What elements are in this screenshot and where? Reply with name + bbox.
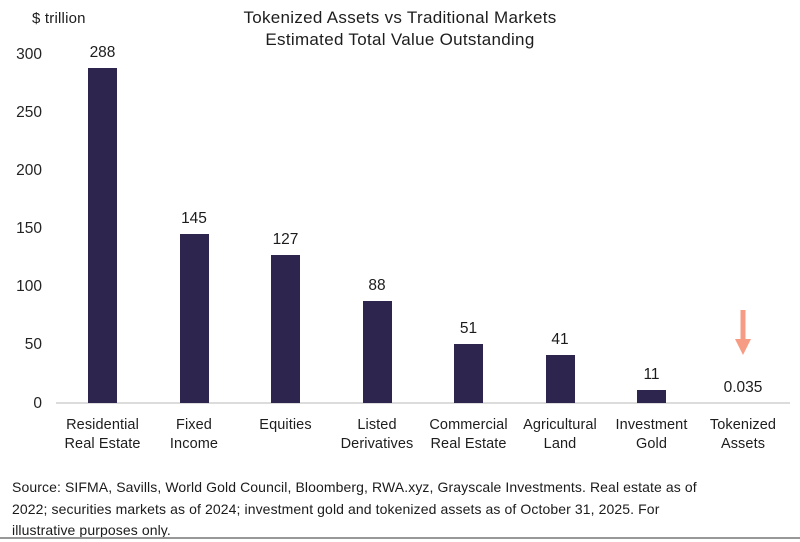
x-axis-category-label: Listed Derivatives bbox=[340, 417, 414, 452]
x-axis-category-label: Residential Real Estate bbox=[64, 417, 141, 452]
bar-value-label: 0.035 bbox=[723, 378, 763, 396]
y-axis-tick-label: 250 bbox=[16, 103, 42, 121]
source-note-line1: Source: SIFMA, Savills, World Gold Counc… bbox=[12, 479, 697, 495]
bar-value-label: 88 bbox=[368, 276, 386, 294]
bar bbox=[454, 343, 483, 403]
x-axis-category-label: Investment Gold bbox=[615, 417, 688, 452]
y-axis-tick-label: 0 bbox=[33, 394, 42, 412]
x-axis-category-label: Agricultural Land bbox=[523, 417, 597, 452]
x-axis-line bbox=[56, 402, 790, 404]
chart-title-block: Tokenized Assets vs Traditional Markets … bbox=[0, 7, 800, 51]
x-axis-category-label: Tokenized Assets bbox=[709, 417, 777, 452]
source-note-line3: illustrative purposes only. bbox=[12, 522, 171, 538]
y-axis-tick-label: 300 bbox=[16, 45, 42, 63]
bar-value-label: 145 bbox=[181, 210, 207, 228]
bottom-divider bbox=[0, 537, 800, 539]
x-axis-category-label: Fixed Income bbox=[169, 417, 219, 452]
y-axis-tick-label: 200 bbox=[16, 161, 42, 179]
source-note: Source: SIFMA, Savills, World Gold Counc… bbox=[12, 477, 697, 542]
bar bbox=[545, 355, 575, 403]
bar-value-label: 288 bbox=[89, 44, 116, 62]
bar bbox=[179, 234, 209, 403]
bar-value-label: 51 bbox=[459, 319, 478, 337]
bar-value-label: 41 bbox=[551, 331, 569, 349]
source-note-line2: 2022; securities markets as of 2024; inv… bbox=[12, 500, 660, 517]
bar bbox=[362, 300, 392, 403]
bar-value-label: 11 bbox=[643, 366, 660, 384]
bar bbox=[271, 255, 300, 403]
y-axis-tick-label: 150 bbox=[16, 220, 42, 238]
y-axis-unit-label: $ trillion bbox=[32, 10, 86, 27]
x-axis-category-label: Commercial Real Estate bbox=[429, 417, 508, 452]
y-axis-tick-label: 50 bbox=[24, 336, 42, 354]
down-arrow-icon bbox=[732, 308, 754, 358]
bar bbox=[637, 390, 666, 403]
y-axis-tick-label: 100 bbox=[16, 278, 42, 296]
bar bbox=[88, 68, 117, 403]
bar-value-label: 127 bbox=[272, 231, 299, 249]
x-axis-category-label: Equities bbox=[259, 417, 312, 433]
chart-title: Tokenized Assets vs Traditional Markets bbox=[243, 8, 557, 27]
chart-subtitle: Estimated Total Value Outstanding bbox=[265, 30, 535, 49]
